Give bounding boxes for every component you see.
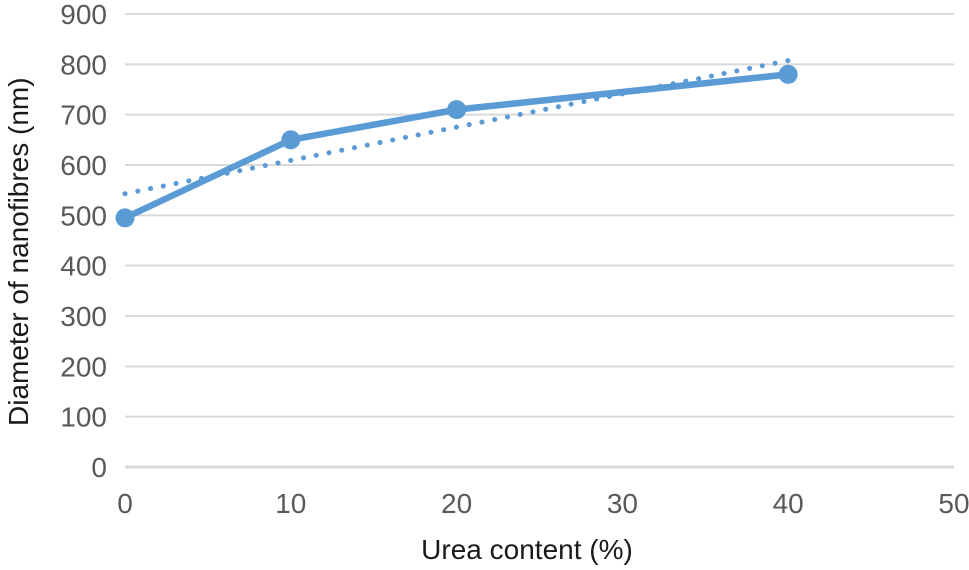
y-tick-label: 400: [60, 251, 107, 282]
y-tick-label: 200: [60, 351, 107, 382]
y-tick-label: 300: [60, 301, 107, 332]
data-point-marker: [115, 208, 135, 228]
gridlines: [125, 13, 954, 469]
x-tick-label: 20: [441, 488, 472, 519]
y-tick-label: 0: [91, 452, 107, 483]
y-tick-label: 500: [60, 200, 107, 231]
trendline-dotted: [122, 58, 791, 197]
y-tick-label: 800: [60, 49, 107, 80]
x-tick-label: 30: [607, 488, 638, 519]
data-point-marker: [281, 130, 301, 150]
x-tick-label: 50: [938, 488, 969, 519]
trendline: [122, 58, 791, 197]
y-tick-label: 900: [60, 0, 107, 30]
x-tick-label: 10: [275, 488, 306, 519]
y-tick-label: 600: [60, 150, 107, 181]
series-line: [121, 71, 792, 222]
x-tick-label: 0: [117, 488, 133, 519]
x-axis-title: Urea content (%): [421, 534, 633, 565]
x-tick-label: 40: [773, 488, 804, 519]
y-tick-label: 700: [60, 100, 107, 131]
data-series: [115, 64, 798, 228]
data-point-marker: [447, 100, 467, 120]
data-point-marker: [778, 64, 798, 84]
y-axis-tick-labels: 0 100 200 300 400 500 600 700 800 900: [60, 0, 107, 483]
y-tick-label: 100: [60, 402, 107, 433]
y-axis-title: Diameter of nanofibres (nm): [3, 77, 34, 427]
x-axis-tick-labels: 0 10 20 30 40 50: [117, 488, 969, 519]
